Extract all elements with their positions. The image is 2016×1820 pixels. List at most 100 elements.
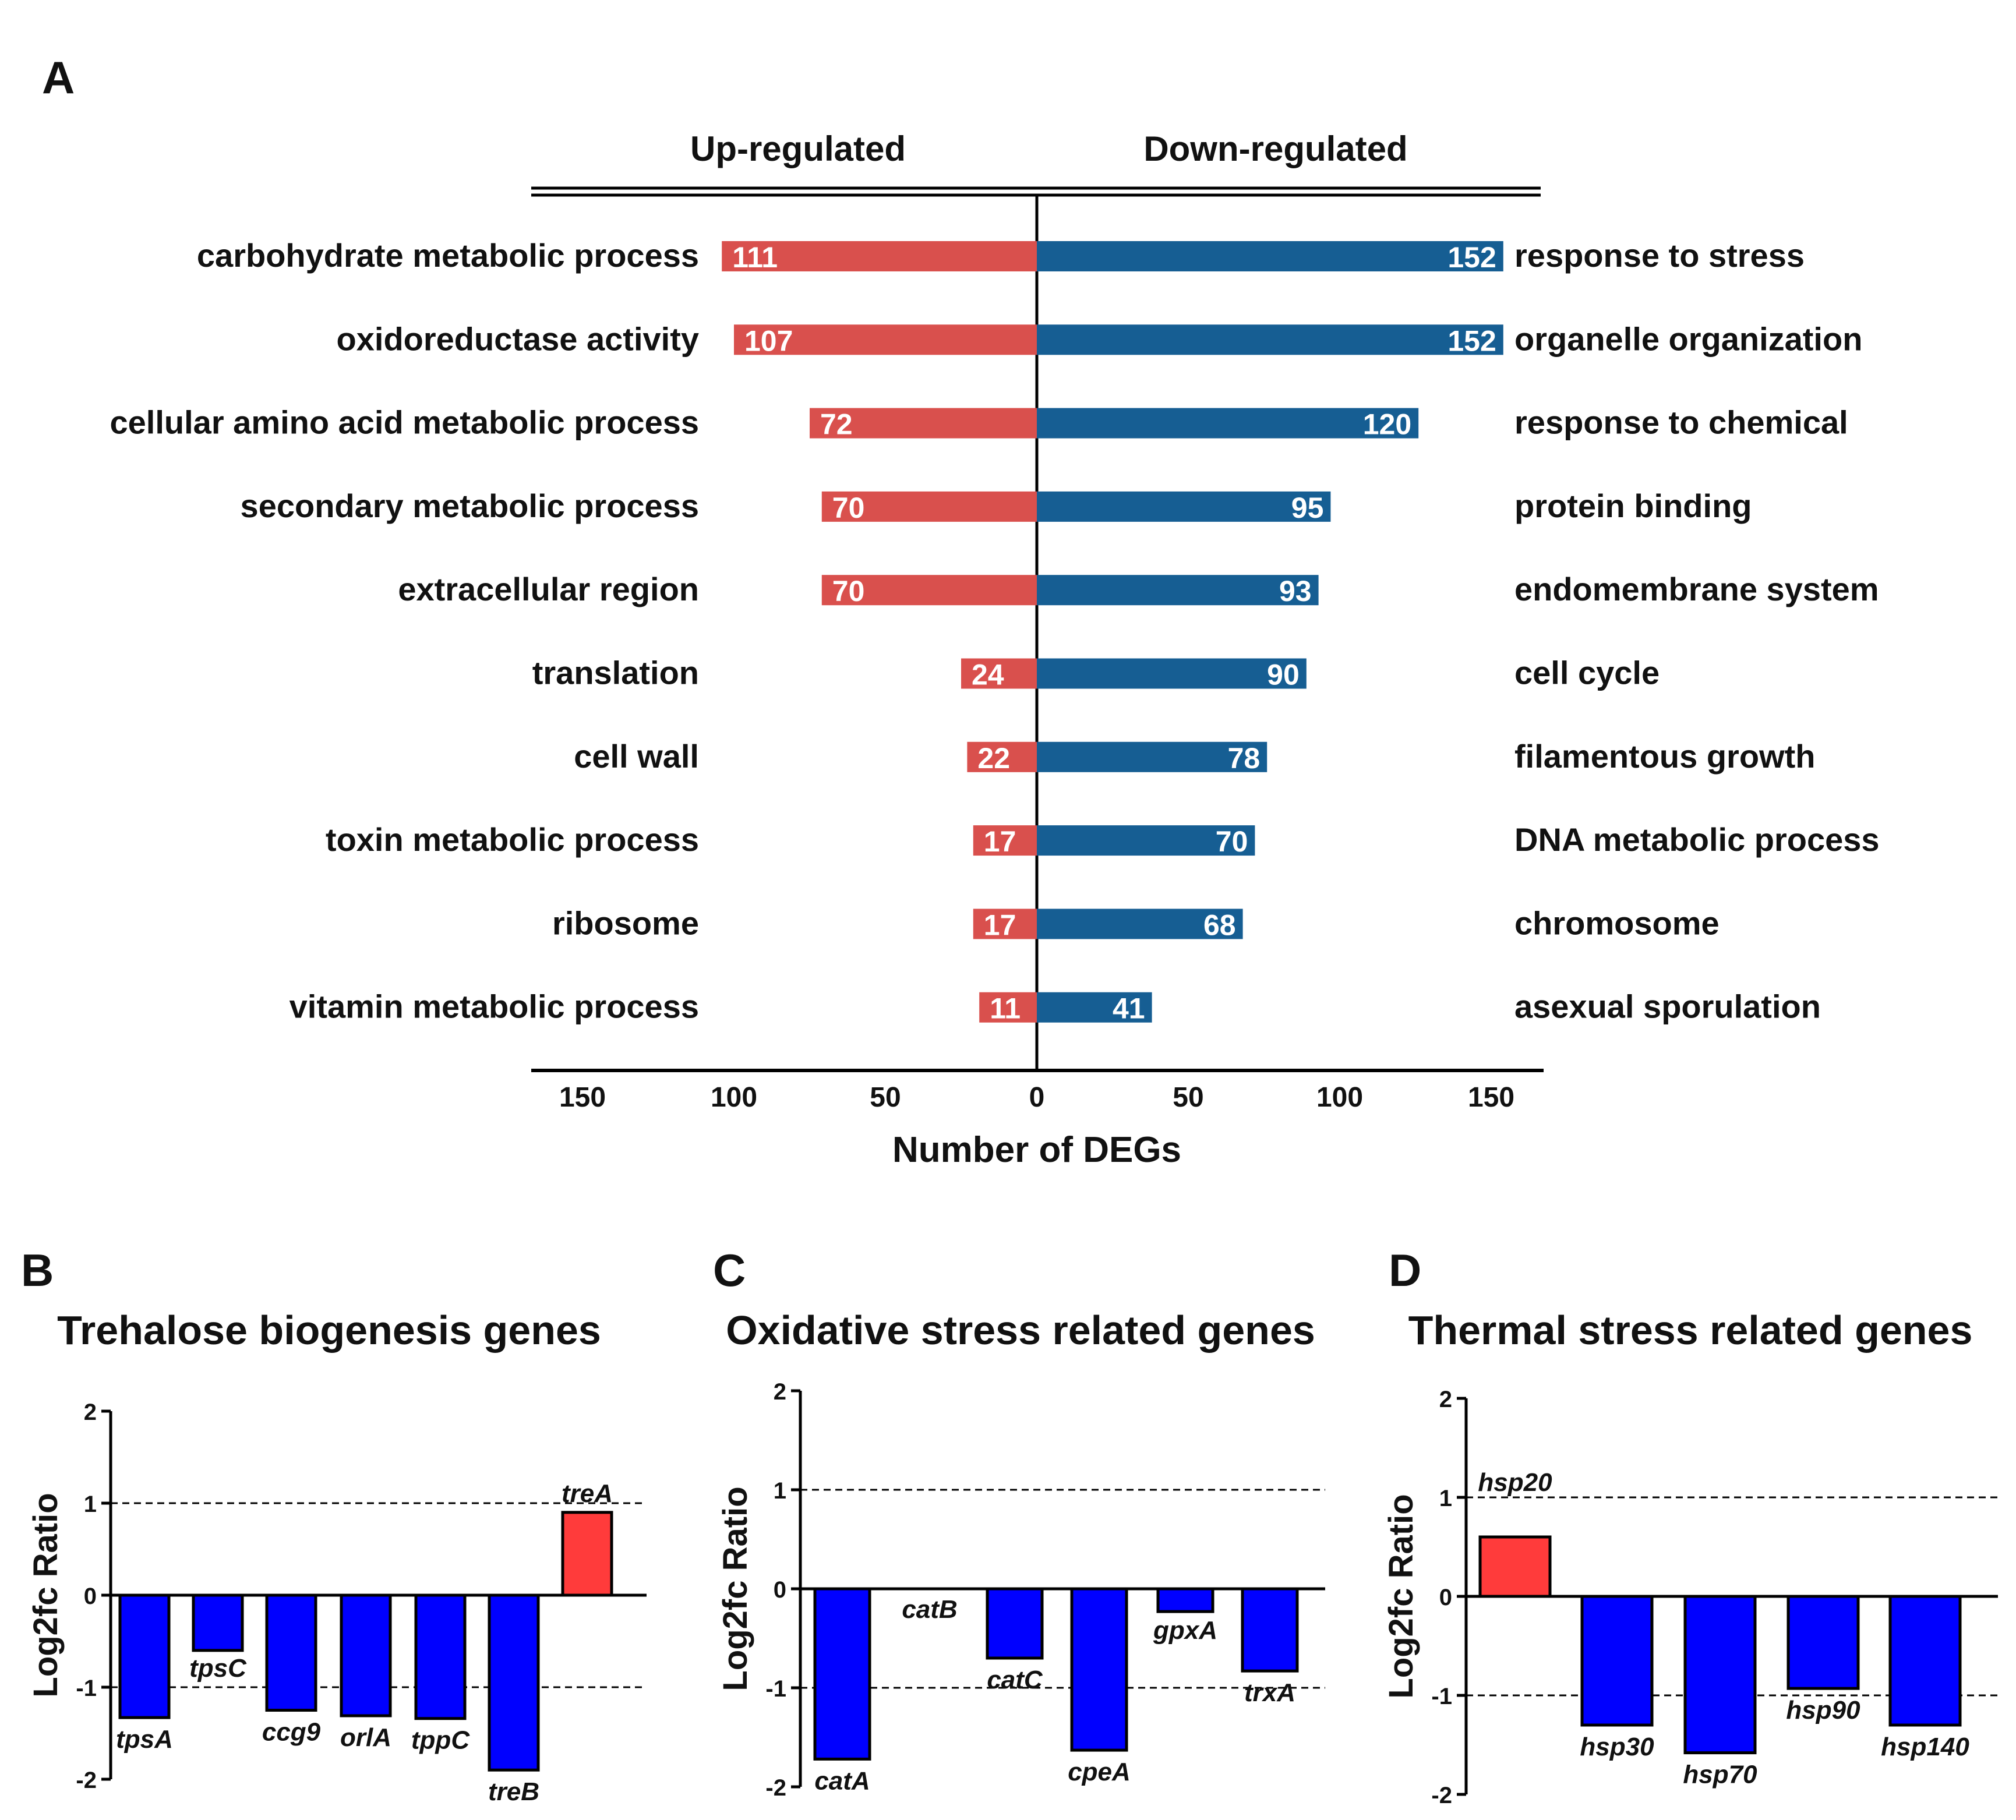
bar-label: trxA [1244, 1678, 1295, 1707]
y-tick-label: -1 [1431, 1684, 1452, 1709]
up-bar-carbohydrate-metabolic-process [722, 241, 1037, 271]
deg-diverging-bar-chart: Up-regulated Down-regulated 111 carbohydrat… [110, 129, 1880, 1170]
bar-hsp20 [1478, 1535, 1552, 1598]
up-bar-cellular-amino-acid-metabolic-process [810, 408, 1037, 439]
bar-label: gpxA [1153, 1616, 1217, 1645]
down-value-label: 95 [1291, 492, 1324, 524]
y-tick-label: 0 [1439, 1585, 1452, 1610]
bar-label: tpsA [116, 1725, 173, 1754]
y-tick-label: 1 [1439, 1486, 1452, 1511]
up-value-label: 107 [744, 324, 793, 357]
y-tick-label: 0 [84, 1584, 97, 1609]
bar-trxa [1241, 1587, 1299, 1673]
down-category-label: filamentous growth [1514, 738, 1815, 775]
down-value-label: 152 [1447, 324, 1496, 357]
down-value-label: 70 [1216, 825, 1248, 858]
y-axis-title: Log2fc Ratio [27, 1493, 65, 1697]
up-category-label: extracellular region [398, 571, 699, 607]
up-category-label: carbohydrate metabolic process [197, 237, 699, 274]
bar-label: catB [902, 1595, 957, 1624]
down-bar-filamentous-growth [1037, 741, 1267, 772]
up-category-label: secondary metabolic process [241, 487, 699, 524]
down-value-label: 41 [1113, 992, 1145, 1025]
trehalose-bar-chart: Trehalose biogenesis genes Log2fc Ratio -2… [27, 1307, 647, 1806]
up-value-label: 24 [972, 659, 1004, 691]
up-regulated-header: Up-regulated [690, 129, 906, 168]
down-bar-asexual-sporulation [1037, 992, 1152, 1023]
down-category-label: chromosome [1514, 904, 1720, 941]
y-tick-label: -2 [76, 1768, 97, 1793]
bar-label: hsp140 [1881, 1733, 1969, 1761]
up-bar-ribosome [973, 909, 1037, 939]
bar-hsp30 [1580, 1595, 1654, 1727]
down-value-label: 93 [1279, 575, 1312, 607]
x-axis-title: Number of DEGs [892, 1130, 1181, 1170]
down-category-label: organelle organization [1514, 320, 1862, 357]
up-category-label: translation [532, 655, 699, 691]
bar-label: treA [562, 1479, 613, 1508]
thermal-bar-chart: Thermal stress related genes Log2fc Ratio… [1382, 1307, 1998, 1808]
down-category-label: response to chemical [1514, 404, 1848, 441]
y-tick-label: 2 [1439, 1387, 1452, 1412]
x-tick-label: 50 [870, 1082, 901, 1113]
chart-title: Trehalose biogenesis genes [57, 1307, 601, 1353]
down-category-label: cell cycle [1514, 655, 1660, 691]
down-bar-chromosome [1037, 909, 1243, 939]
up-bar-extracellular-region [821, 575, 1037, 606]
down-bar-endomembrane-system [1037, 575, 1319, 606]
bar-label: hsp20 [1478, 1468, 1552, 1497]
y-tick-label: -1 [765, 1676, 786, 1702]
panel-label-d: D [1389, 1245, 1421, 1296]
up-category-label: ribosome [552, 904, 699, 941]
bar-label: tppC [411, 1726, 470, 1755]
up-value-label: 17 [984, 909, 1016, 941]
down-bar-protein-binding [1037, 491, 1331, 522]
bar-ccg9 [265, 1593, 317, 1712]
down-bar-cell-cycle [1037, 658, 1307, 689]
x-tick-label: 100 [1316, 1082, 1363, 1113]
panel-label-b: B [21, 1245, 54, 1296]
up-category-label: toxin metabolic process [326, 821, 699, 858]
up-category-label: oxidoreductase activity [337, 320, 699, 357]
bar-treb [488, 1593, 540, 1772]
x-tick-label: 0 [1029, 1082, 1045, 1113]
down-bar-response-to-stress [1037, 241, 1503, 271]
down-regulated-header: Down-regulated [1143, 129, 1407, 168]
down-category-label: asexual sporulation [1514, 988, 1821, 1025]
x-tick-label: 150 [559, 1082, 606, 1113]
y-tick-label: 1 [774, 1478, 786, 1504]
up-bar-toxin-metabolic-process [973, 825, 1037, 856]
up-value-label: 22 [977, 742, 1010, 775]
up-bar-translation [961, 658, 1037, 689]
down-value-label: 90 [1267, 659, 1300, 691]
down-value-label: 120 [1363, 408, 1411, 441]
x-tick-label: 150 [1468, 1082, 1514, 1113]
y-tick-label: 2 [84, 1400, 97, 1425]
up-value-label: 17 [984, 825, 1016, 858]
bar-tpsa [118, 1593, 171, 1719]
bar-label: hsp90 [1786, 1696, 1860, 1724]
bar-label: orlA [340, 1723, 391, 1752]
up-value-label: 111 [732, 241, 778, 274]
up-bar-secondary-metabolic-process [821, 491, 1037, 522]
oxidative-bar-chart: Oxidative stress related genes Log2fc Rat… [716, 1307, 1325, 1801]
down-value-label: 78 [1228, 742, 1261, 775]
bar-tppc [414, 1593, 467, 1720]
up-bar-oxidoreductase-activity [734, 324, 1037, 355]
up-category-label: vitamin metabolic process [289, 988, 699, 1025]
chart-title: Oxidative stress related genes [726, 1307, 1315, 1353]
bar-label: hsp70 [1683, 1761, 1757, 1789]
down-category-label: DNA metabolic process [1514, 821, 1880, 858]
bar-tpsc [192, 1593, 244, 1652]
down-value-label: 68 [1203, 909, 1236, 941]
bar-label: catA [814, 1766, 870, 1795]
bar-cata [813, 1587, 871, 1761]
down-bar-dna-metabolic-process [1037, 825, 1255, 856]
bar-label: hsp30 [1580, 1733, 1654, 1761]
x-tick-label: 100 [711, 1082, 757, 1113]
y-axis-title: Log2fc Ratio [1382, 1494, 1420, 1698]
down-value-label: 152 [1447, 241, 1496, 274]
y-tick-label: 0 [774, 1577, 786, 1603]
bar-label: treB [488, 1777, 539, 1806]
up-bar-cell-wall [967, 741, 1037, 772]
